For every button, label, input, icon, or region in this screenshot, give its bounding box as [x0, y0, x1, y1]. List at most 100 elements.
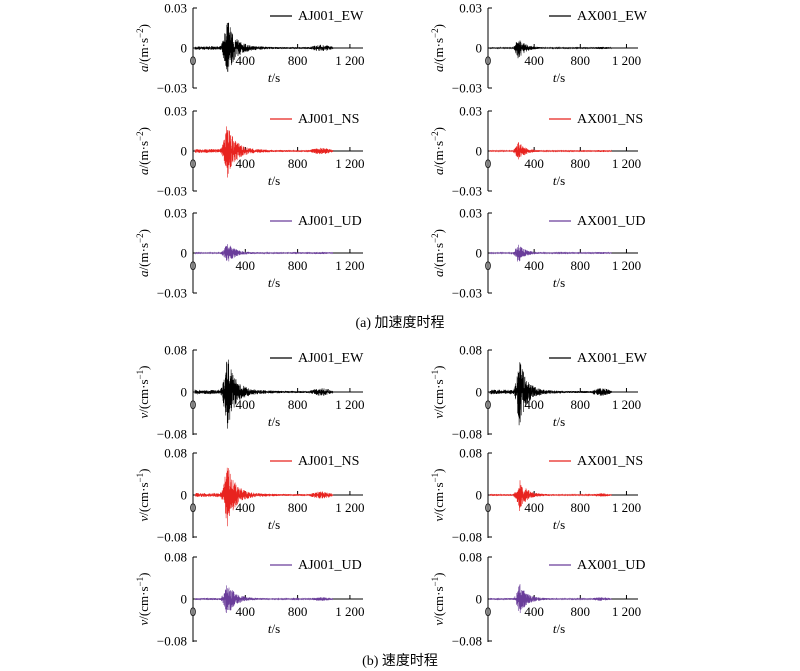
x-tick-label: 1 200 — [612, 156, 641, 171]
y-axis-label: a/(m·s−2) — [430, 24, 446, 72]
x-tick-label: 0 — [190, 258, 197, 273]
y-axis-label: v/(cm·s−1) — [430, 469, 446, 522]
x-tick-label: 400 — [524, 258, 544, 273]
y-tick-label: 0 — [476, 488, 483, 503]
y-axis-label: a/(m·s−2) — [430, 127, 446, 175]
x-tick-label: 800 — [571, 604, 591, 619]
x-tick-label: 0 — [485, 258, 492, 273]
y-tick-label: 0 — [181, 385, 188, 400]
y-tick-label: −0.03 — [452, 184, 482, 199]
x-tick-label: 400 — [236, 156, 256, 171]
legend-label: AJ001_UD — [298, 214, 362, 229]
y-tick-label: 0.08 — [459, 550, 482, 565]
y-axis-label: v/(cm·s−1) — [135, 366, 151, 419]
x-axis-label: t/s — [553, 621, 565, 636]
y-axis-label: v/(cm·s−1) — [135, 573, 151, 626]
y-tick-label: 0 — [476, 385, 483, 400]
x-tick-label: 400 — [524, 604, 544, 619]
x-tick-label: 1 200 — [612, 604, 641, 619]
y-axis-label: a/(m·s−2) — [135, 24, 151, 72]
y-tick-label: −0.03 — [452, 81, 482, 96]
x-axis-label: t/s — [268, 70, 280, 85]
caption-velocity: (b) 速度时程 — [362, 653, 438, 669]
waveform-trace — [194, 22, 334, 72]
x-tick-label: 0 — [190, 53, 197, 68]
y-tick-label: −0.08 — [157, 634, 187, 649]
y-tick-label: −0.03 — [157, 81, 187, 96]
y-tick-label: 0.08 — [459, 343, 482, 358]
y-tick-label: 0.03 — [164, 206, 187, 221]
x-tick-label: 800 — [571, 258, 591, 273]
x-axis-label: t/s — [268, 517, 280, 532]
x-tick-label: 800 — [571, 53, 591, 68]
waveform-trace — [489, 362, 612, 426]
y-axis-label: v/(cm·s−1) — [430, 573, 446, 626]
y-tick-label: 0 — [181, 592, 188, 607]
legend-label: AX001_NS — [577, 454, 643, 469]
y-tick-label: 0.08 — [164, 446, 187, 461]
y-axis-label: v/(cm·s−1) — [430, 366, 446, 419]
x-tick-label: 400 — [524, 53, 544, 68]
x-axis-label: t/s — [268, 621, 280, 636]
x-tick-label: 1 200 — [335, 500, 364, 515]
x-tick-label: 800 — [288, 156, 308, 171]
x-tick-label: 1 200 — [612, 500, 641, 515]
y-tick-label: −0.08 — [157, 427, 187, 442]
legend-label: AJ001_EW — [298, 9, 364, 24]
legend-label: AX001_NS — [577, 112, 643, 127]
x-tick-label: 0 — [485, 156, 492, 171]
waveform-trace — [194, 244, 334, 262]
x-tick-label: 1 200 — [335, 258, 364, 273]
legend-label: AJ001_NS — [298, 112, 359, 127]
waveform-trace — [194, 467, 334, 527]
chart-ax001_ud-a: 0.030−0.030 400 800 1 200AX001_UDt/sa/(m·s−… — [430, 206, 645, 301]
y-tick-label: 0 — [181, 144, 188, 159]
x-tick-label: 400 — [524, 500, 544, 515]
y-tick-label: −0.03 — [157, 184, 187, 199]
chart-aj001_ud-a: 0.030−0.030 400 800 1 200AJ001_UDt/sa/(m·s−… — [135, 206, 365, 301]
waveform-trace — [489, 142, 612, 160]
x-tick-label: 400 — [236, 500, 256, 515]
chart-ax001_ew-b: 0.080−0.080 400 800 1 200AX001_EWt/sv/(cm·s… — [430, 343, 648, 442]
y-tick-label: 0.03 — [459, 1, 482, 16]
chart-ax001_ns-b: 0.080−0.080 400 800 1 200AX001_NSt/sv/(cm·s… — [430, 446, 643, 545]
y-tick-label: 0.03 — [164, 1, 187, 16]
chart-aj001_ew-a: 0.030−0.030 400 800 1 200AJ001_EWt/sa/(m·s−… — [135, 1, 365, 96]
y-tick-label: 0 — [181, 41, 188, 56]
y-tick-label: −0.03 — [157, 286, 187, 301]
x-tick-label: 400 — [236, 397, 256, 412]
waveform-trace — [194, 359, 334, 429]
y-tick-label: −0.08 — [452, 530, 482, 545]
legend-label: AJ001_UD — [298, 558, 362, 573]
x-axis-label: t/s — [553, 517, 565, 532]
x-tick-label: 800 — [571, 397, 591, 412]
waveform-trace — [489, 40, 612, 59]
y-tick-label: 0 — [476, 592, 483, 607]
x-tick-label: 1 200 — [612, 53, 641, 68]
x-axis-label: t/s — [553, 173, 565, 188]
y-tick-label: 0 — [476, 246, 483, 261]
y-tick-label: 0 — [476, 144, 483, 159]
y-tick-label: 0 — [181, 246, 188, 261]
x-tick-label: 400 — [236, 53, 256, 68]
x-tick-label: 1 200 — [335, 53, 364, 68]
waveform-trace — [489, 480, 612, 512]
chart-aj001_ns-a: 0.030−0.030 400 800 1 200AJ001_NSt/sa/(m·s−… — [135, 104, 365, 199]
x-tick-label: 1 200 — [335, 156, 364, 171]
legend-label: AJ001_NS — [298, 454, 359, 469]
x-tick-label: 1 200 — [612, 397, 641, 412]
x-tick-label: 800 — [288, 500, 308, 515]
x-tick-label: 0 — [485, 397, 492, 412]
y-tick-label: −0.08 — [452, 634, 482, 649]
x-tick-label: 0 — [190, 397, 197, 412]
x-tick-label: 0 — [190, 500, 197, 515]
y-tick-label: 0.03 — [164, 104, 187, 119]
x-axis-label: t/s — [268, 173, 280, 188]
y-tick-label: −0.08 — [452, 427, 482, 442]
waveform-trace — [489, 244, 612, 262]
chart-ax001_ns-a: 0.030−0.030 400 800 1 200AX001_NSt/sa/(m·s−… — [430, 104, 643, 199]
legend-label: AX001_EW — [577, 351, 648, 366]
x-axis-label: t/s — [268, 275, 280, 290]
y-tick-label: 0.03 — [459, 206, 482, 221]
